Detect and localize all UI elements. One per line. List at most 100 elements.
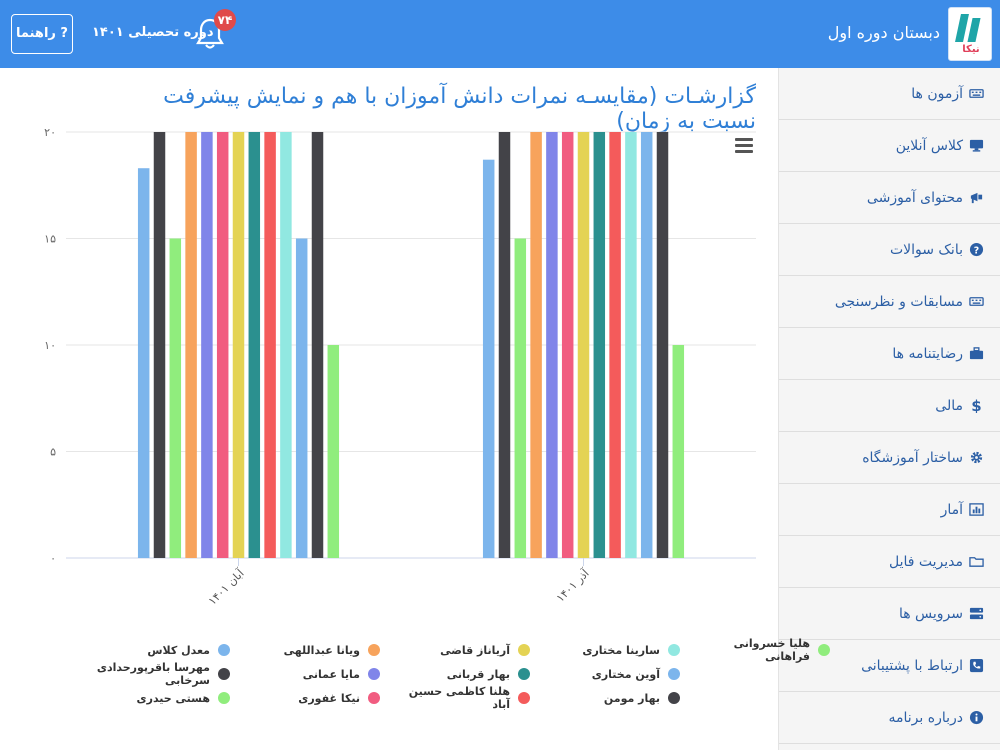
legend-dot xyxy=(218,692,230,704)
legend-item[interactable]: هلیا خسروانی فراهانی xyxy=(690,637,830,663)
legend-dot xyxy=(668,668,680,680)
bar-0-2 xyxy=(169,238,182,558)
logo-text: نیکا xyxy=(962,44,980,55)
sidebar-item-11[interactable]: ارتباط با پشتیبانی xyxy=(779,640,1000,692)
legend-dot xyxy=(368,692,380,704)
sidebar-item-6[interactable]: $ مالی xyxy=(779,380,1000,432)
keyboard-icon xyxy=(969,89,984,98)
legend-item[interactable]: ویانا عبداللهی xyxy=(240,640,380,660)
bar-1-12 xyxy=(672,345,685,558)
sidebar-item-label: آمار xyxy=(940,501,963,518)
legend-item[interactable]: مهرسا باقرپورحدادی سرخابی xyxy=(90,661,230,687)
sidebar-item-5[interactable]: رضایتنامه ها xyxy=(779,328,1000,380)
legend-item[interactable]: بهار قربانی xyxy=(390,664,530,684)
sidebar-item-label: محتوای آموزشی xyxy=(866,189,963,206)
keyboard-icon xyxy=(969,297,984,306)
legend-label: هستی حیدری xyxy=(136,691,210,705)
bar-1-11 xyxy=(656,132,669,558)
legend-label: هلنا کاظمی حسین آباد xyxy=(408,685,510,711)
info-icon xyxy=(969,710,984,725)
bar-0-12 xyxy=(327,345,340,558)
legend-label: معدل کلاس xyxy=(147,643,210,657)
bar-0-10 xyxy=(295,238,308,558)
bar-1-10 xyxy=(640,132,653,558)
sidebar-item-4[interactable]: مسابقات و نظرسنجی xyxy=(779,276,1000,328)
sidebar-item-2[interactable]: محتوای آموزشی xyxy=(779,172,1000,224)
sidebar-item-label: مسابقات و نظرسنجی xyxy=(834,293,963,310)
legend-item[interactable]: آوین مختاری xyxy=(540,664,680,684)
bar-chart-icon xyxy=(969,503,984,516)
sidebar-item-12[interactable]: درباره برنامه xyxy=(779,692,1000,744)
legend-dot xyxy=(818,644,830,656)
help-button[interactable]: ? راهنما xyxy=(11,14,73,54)
sidebar-item-9[interactable]: مدیریت فایل xyxy=(779,536,1000,588)
sidebar-item-8[interactable]: آمار xyxy=(779,484,1000,536)
legend-dot xyxy=(218,668,230,680)
server-icon xyxy=(969,607,984,620)
monitor-icon xyxy=(969,139,984,152)
sidebar-item-0[interactable]: آزمون ها xyxy=(779,68,1000,120)
legend-item[interactable]: سارینا مختاری xyxy=(540,640,680,660)
svg-text:?: ? xyxy=(974,245,979,256)
legend-dot xyxy=(368,668,380,680)
legend-item[interactable]: معدل کلاس xyxy=(90,640,230,660)
x-tick-label: آذر ۱۴۰۱ xyxy=(553,566,592,605)
sidebar-item-label: آزمون ها xyxy=(911,85,963,102)
bar-0-5 xyxy=(216,132,229,558)
legend-dot xyxy=(668,644,680,656)
legend-dot xyxy=(518,692,530,704)
legend-item[interactable]: مایا عمانی xyxy=(240,664,380,684)
folder-icon xyxy=(969,557,984,567)
legend-item[interactable]: آریاناز قاضی xyxy=(390,640,530,660)
sidebar-item-label: سرویس ها xyxy=(898,605,963,622)
y-tick-label: ۲۰ xyxy=(44,126,56,139)
legend-item[interactable]: بهار مومن xyxy=(540,688,680,708)
legend-dot xyxy=(218,644,230,656)
sidebar: آزمون ها کلاس آنلاین محتوای آموزشی? بانک سو… xyxy=(778,68,1000,750)
question-circle-icon: ? xyxy=(969,242,984,256)
legend-dot xyxy=(518,668,530,680)
legend-item[interactable]: نیکا غفوری xyxy=(240,688,380,708)
sidebar-item-label: ساختار آموزشگاه xyxy=(862,449,963,466)
gear-icon xyxy=(970,451,983,464)
dollar-icon: $ xyxy=(971,398,981,413)
bar-0-8 xyxy=(264,132,276,558)
y-tick-label: ۵ xyxy=(50,446,56,459)
legend-label: سارینا مختاری xyxy=(582,643,660,657)
sidebar-item-1[interactable]: کلاس آنلاین xyxy=(779,120,1000,172)
y-tick-label: ۱۰ xyxy=(44,339,56,352)
sidebar-item-3[interactable]: ? بانک سوالات xyxy=(779,224,1000,276)
legend-label: بهار قربانی xyxy=(446,667,510,681)
bar-1-9 xyxy=(625,132,637,558)
sidebar-item-label: رضایتنامه ها xyxy=(892,345,963,362)
school-name: دبستان دوره اول xyxy=(827,23,940,42)
legend-item[interactable]: هلنا کاظمی حسین آباد xyxy=(390,685,530,711)
legend-dot xyxy=(518,644,530,656)
legend-label: بهار مومن xyxy=(603,691,660,705)
sidebar-item-label: بانک سوالات xyxy=(889,241,963,258)
legend-label: هلیا خسروانی فراهانی xyxy=(733,637,810,663)
app-logo[interactable]: نیکا xyxy=(948,7,992,61)
legend-label: آریاناز قاضی xyxy=(440,643,510,657)
academic-period[interactable]: دوره تحصیلی ۱۴۰۱ xyxy=(92,25,214,40)
sidebar-item-label: ارتباط با پشتیبانی xyxy=(861,657,963,674)
sidebar-item-10[interactable]: سرویس ها xyxy=(779,588,1000,640)
legend-label: مایا عمانی xyxy=(302,667,360,681)
bar-1-4 xyxy=(546,132,558,558)
legend-item[interactable]: هستی حیدری xyxy=(90,688,230,708)
sidebar-item-7[interactable]: ساختار آموزشگاه xyxy=(779,432,1000,484)
y-tick-label: ۱۵ xyxy=(44,233,56,246)
bar-0-11 xyxy=(311,132,324,558)
bar-1-1 xyxy=(498,132,511,558)
bar-1-8 xyxy=(609,132,621,558)
bar-0-4 xyxy=(201,132,213,558)
bullhorn-icon xyxy=(970,192,983,204)
legend-label: ویانا عبداللهی xyxy=(283,643,360,657)
y-tick-label: ۰ xyxy=(50,552,56,565)
legend-label: مهرسا باقرپورحدادی سرخابی xyxy=(96,661,210,687)
briefcase-icon xyxy=(969,347,984,360)
page-title: گزارشـات (مقایسـه نمرات دانش آموزان با ه… xyxy=(163,84,756,134)
bar-0-3 xyxy=(185,132,197,558)
chart-menu-icon[interactable] xyxy=(735,138,753,154)
